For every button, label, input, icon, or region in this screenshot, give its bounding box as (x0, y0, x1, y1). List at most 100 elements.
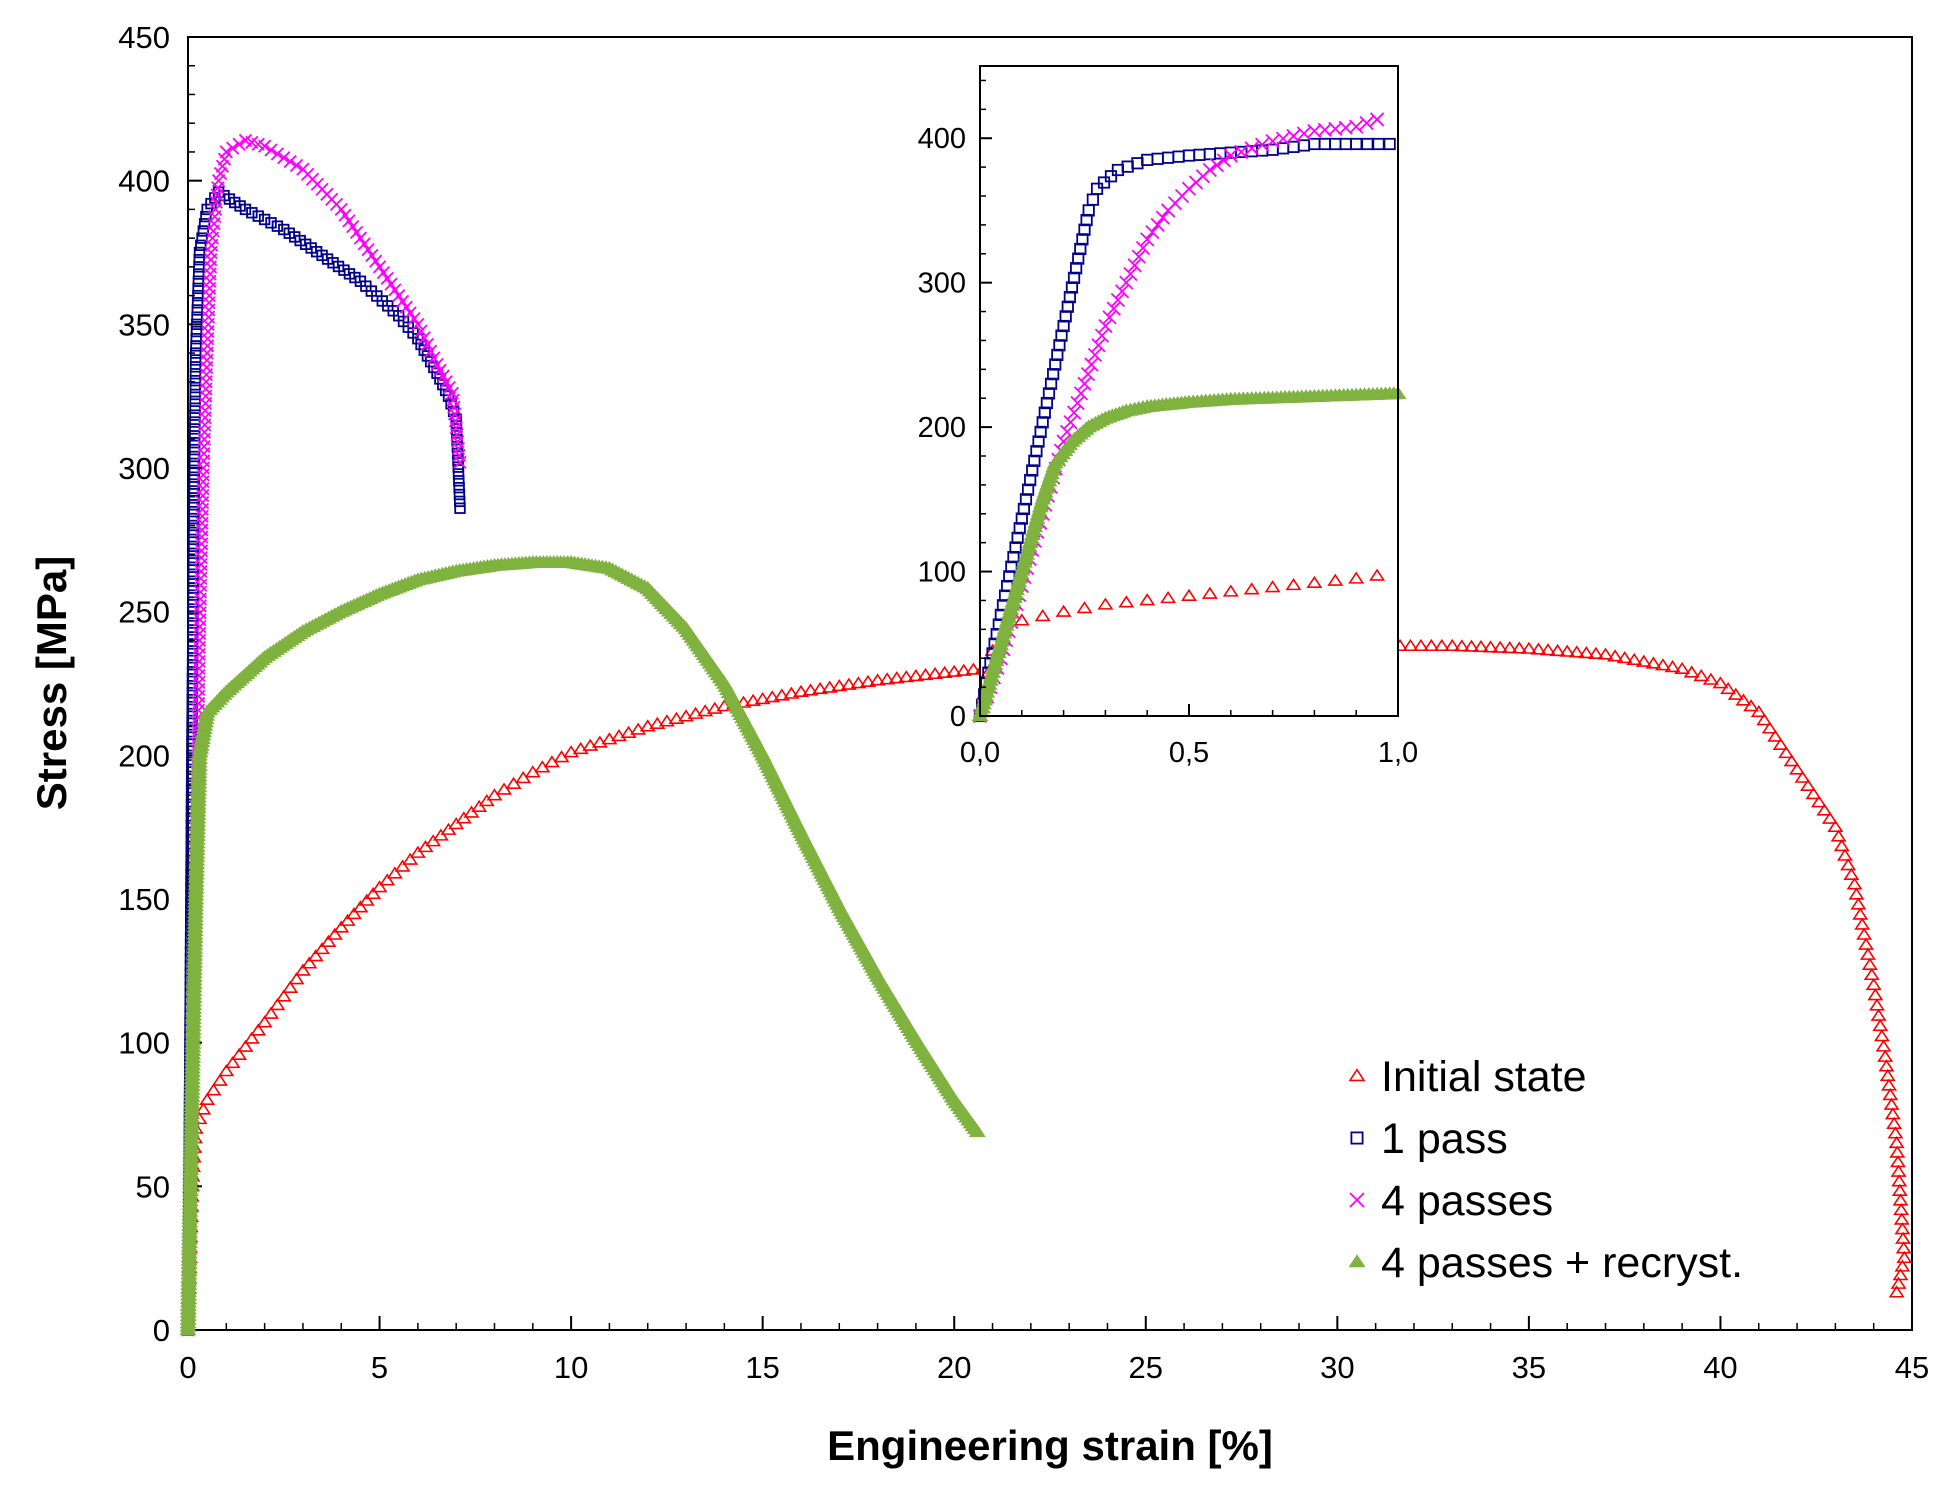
main-open-triangle-point (1836, 848, 1853, 861)
main-x-point (264, 143, 278, 157)
inset-x-point (1080, 367, 1096, 382)
y-axis-title: Stress [MPa] (28, 556, 75, 810)
main-open-triangle-point (1674, 661, 1691, 675)
main-open-square-point (246, 207, 258, 219)
inset-y-tick-label: 400 (918, 123, 966, 155)
main-open-triangle-point (1587, 646, 1604, 659)
inset-x-point (1223, 148, 1238, 163)
main-open-square-point (193, 253, 205, 266)
main-open-triangle-point (199, 1092, 216, 1106)
main-open-triangle-point (936, 665, 953, 678)
main-open-square-point (192, 289, 204, 302)
main-open-triangle-point (1530, 642, 1547, 655)
inset-x-tick-label: 1,0 (1378, 737, 1418, 769)
main-open-triangle-point (1520, 641, 1537, 654)
main-x-point (334, 202, 348, 217)
main-open-triangle-point (333, 920, 350, 933)
inset-x-point (1155, 210, 1171, 225)
inset-x-point (1140, 232, 1155, 247)
inset-x-point (1123, 266, 1138, 282)
main-open-triangle-point (1879, 1068, 1896, 1082)
inset-x-point (1084, 357, 1099, 372)
main-open-triangle-point (572, 741, 589, 755)
inset-x-point (1127, 258, 1142, 273)
inset-open-triangle-point (1369, 568, 1386, 581)
inset-x-point (1349, 119, 1364, 134)
x-tick-label: 20 (937, 1350, 971, 1385)
main-open-triangle-point (275, 989, 292, 1002)
series-4-passes-recryst (179, 555, 986, 1336)
main-x-point (338, 208, 352, 222)
legend-item: 1 pass (1350, 1115, 1508, 1163)
main-open-square-point (252, 210, 264, 222)
main-x-point (365, 248, 379, 263)
inset-open-triangle-point (1118, 595, 1135, 608)
main-open-triangle-point (764, 690, 781, 703)
inset-x-point (1369, 112, 1385, 127)
inset-x-point (1094, 328, 1110, 343)
main-open-square-point (189, 354, 202, 366)
main-open-triangle-point (1890, 1276, 1907, 1289)
main-open-triangle-point (1423, 638, 1440, 652)
main-open-square-point (197, 225, 210, 237)
main-open-square-point (453, 481, 465, 494)
main-open-square-point (189, 347, 202, 359)
main-open-triangle-point (371, 880, 388, 893)
inset-y-tick-label: 0 (950, 701, 966, 733)
inset-x-point (1216, 153, 1231, 168)
inset-open-triangle-point (1327, 573, 1344, 586)
main-open-triangle-point (687, 706, 704, 719)
main-open-triangle-point (1870, 1008, 1887, 1021)
main-open-triangle-point (1865, 977, 1882, 991)
main-open-triangle-point (1767, 729, 1784, 742)
main-x-point (427, 351, 441, 365)
main-open-triangle-point (706, 701, 723, 714)
inset-open-square-point (1090, 182, 1104, 195)
inset-y-tick-label: 300 (918, 268, 966, 300)
main-open-triangle-point (1830, 829, 1847, 842)
main-open-triangle-point (965, 662, 982, 675)
inset-open-triangle-point (1055, 604, 1072, 617)
main-open-triangle-point (195, 1102, 212, 1115)
main-open-triangle-point (352, 900, 369, 913)
main-open-triangle-point (1727, 687, 1744, 700)
main-open-triangle-point (1794, 770, 1811, 783)
main-open-square-point (424, 355, 437, 368)
main-open-square-point (187, 631, 199, 643)
main-open-square-point (265, 217, 277, 229)
main-open-triangle-point (611, 728, 627, 742)
main-open-triangle-point (288, 972, 305, 985)
main-x-point (346, 220, 360, 234)
main-open-square-point (192, 282, 204, 295)
main-open-triangle-point (1827, 819, 1844, 833)
main-open-triangle-point (1654, 658, 1671, 671)
x-tick-label: 25 (1129, 1350, 1163, 1385)
main-open-triangle-point (294, 963, 311, 976)
main-open-triangle-point (630, 722, 647, 735)
main-open-triangle-point (1789, 762, 1806, 775)
main-open-square-point (187, 638, 199, 650)
main-open-triangle-point (1607, 649, 1624, 662)
main-open-triangle-point (1778, 745, 1795, 759)
main-open-triangle-point (668, 711, 685, 724)
main-filled-triangle-point (968, 1123, 986, 1137)
main-open-triangle-point (754, 691, 771, 705)
main-open-triangle-point (1852, 907, 1869, 920)
main-open-triangle-point (1712, 676, 1729, 689)
main-open-square-point (186, 659, 199, 671)
main-open-triangle-point (1858, 937, 1875, 950)
legend-label: 4 passes (1381, 1177, 1553, 1225)
inset-y-tick-label: 200 (918, 412, 966, 444)
main-open-triangle-point (946, 664, 963, 677)
main-x-point (342, 214, 356, 228)
main-open-triangle-point (1886, 1116, 1903, 1129)
main-open-triangle-point (917, 667, 934, 681)
legend-open-square-point (1350, 1131, 1364, 1145)
main-open-square-point (271, 220, 284, 232)
inset-x-tick-label: 0,0 (960, 737, 1000, 769)
main-open-square-point (193, 261, 205, 273)
main-open-triangle-point (1873, 1029, 1890, 1042)
main-x-point (376, 265, 391, 280)
